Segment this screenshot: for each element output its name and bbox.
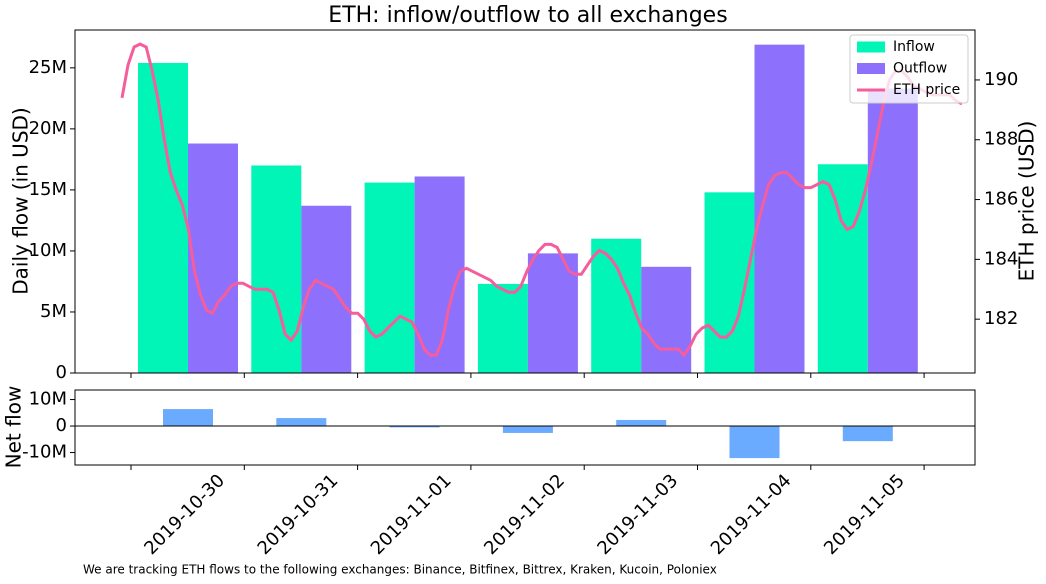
x-tick-label: 2019-11-02 [480,470,569,559]
y2-tick-label: 184 [984,248,1018,269]
bar [414,176,465,373]
bar [641,266,692,373]
y2-tick-label: 186 [984,189,1018,210]
chart-title: ETH: inflow/outflow to all exchanges [328,3,727,28]
bar [867,88,918,373]
legend-label: ETH price [893,82,960,98]
price-line [120,42,963,358]
x-tick-label: 2019-10-31 [254,470,343,559]
plot-frame [74,389,976,466]
net-axis-label: Net flow [2,386,26,469]
x-tick-label: 2019-11-05 [820,470,909,559]
bar [188,143,238,373]
x-tick-label: 2019-11-03 [593,470,682,559]
plot-frame [74,29,976,374]
net-bar [163,409,213,427]
y-tick-label: -10M [22,442,67,463]
y-tick-label: 10M [29,389,67,410]
y-axis-label: Daily flow (in USD) [9,107,33,294]
bar [364,182,415,373]
legend-patch [857,63,885,74]
y-tick-label: 25M [29,57,67,78]
y-tick-label: 0 [56,362,67,383]
x-tick-label: 2019-11-01 [367,470,456,559]
bar [527,253,578,373]
y-tick-label: 0 [56,415,67,436]
net-bar [729,426,780,459]
y2-axis-label: ETH price (USD) [1015,121,1039,282]
y-tick-label: 20M [29,118,67,139]
net-bar [502,426,553,433]
net-bar [616,419,667,427]
y2-tick-label: 182 [984,308,1018,329]
x-tick-label: 2019-10-30 [140,470,229,559]
footnote: We are tracking ETH flows to the followi… [83,563,717,577]
y-tick-label: 15M [29,179,67,200]
y2-tick-label: 188 [984,129,1018,150]
legend-label: Inflow [893,39,935,55]
legend-label: Outflow [893,61,947,77]
y2-tick-label: 190 [984,69,1018,90]
net-bar [389,426,440,428]
x-tick-label: 2019-11-04 [707,470,796,559]
net-bar [276,418,327,427]
bar [251,165,302,373]
y-tick-label: 5M [40,301,67,322]
legend-patch [857,41,885,53]
net-bar [842,426,893,442]
bar [138,62,188,373]
bar [817,164,868,373]
y-tick-label: 10M [29,240,67,261]
bar [477,283,528,373]
